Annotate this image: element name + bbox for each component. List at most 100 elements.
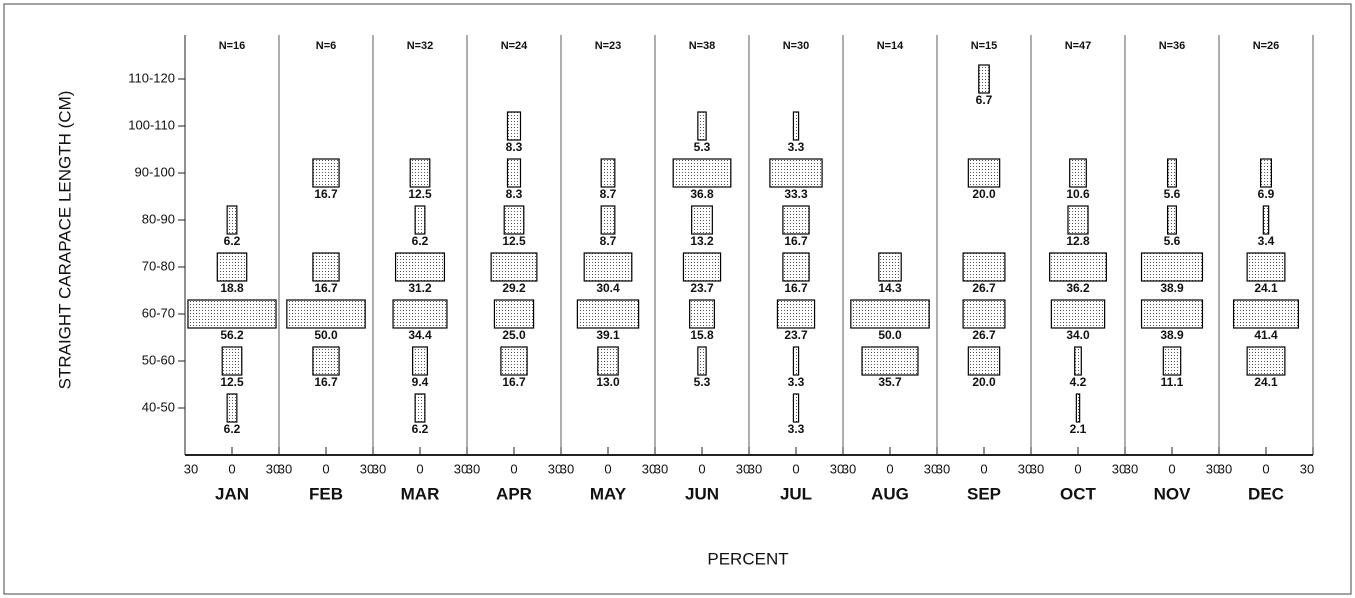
bar: [792, 111, 800, 141]
value-label: 30.4: [596, 281, 620, 295]
value-label: 31.2: [408, 281, 432, 295]
y-tick-label: 100-110: [128, 117, 175, 132]
value-label: 29.2: [502, 281, 526, 295]
x-tick-label: 30: [654, 461, 668, 476]
bar: [1050, 299, 1106, 329]
value-label: 3.3: [788, 375, 805, 389]
x-tick-label: 30: [842, 461, 856, 476]
y-tick-label: 80-90: [142, 211, 175, 226]
value-label: 6.2: [412, 234, 429, 248]
x-tick-label: 0: [1074, 461, 1081, 476]
value-label: 24.1: [1254, 375, 1278, 389]
x-tick-label: 30: [936, 461, 950, 476]
n-label: N=24: [501, 40, 528, 52]
bar: [967, 158, 1001, 188]
value-label: 25.0: [502, 328, 526, 342]
bar: [1162, 346, 1182, 376]
x-tick-label: 0: [698, 461, 705, 476]
value-label: 12.8: [1066, 234, 1090, 248]
x-tick-label: 30: [1206, 461, 1220, 476]
bar: [216, 252, 248, 282]
bar: [967, 346, 1001, 376]
value-label: 8.3: [506, 187, 523, 201]
bar: [878, 252, 902, 282]
month-label: JAN: [215, 484, 249, 503]
month-label: JUL: [780, 484, 812, 503]
value-label: 13.2: [690, 234, 714, 248]
x-tick-label: 0: [228, 461, 235, 476]
x-tick-label: 30: [748, 461, 762, 476]
x-tick-label: 30: [372, 461, 386, 476]
value-label: 8.7: [600, 234, 617, 248]
value-label: 12.5: [502, 234, 526, 248]
y-tick-label: 50-60: [142, 352, 175, 367]
value-label: 50.0: [314, 328, 338, 342]
value-label: 20.0: [972, 375, 996, 389]
value-label: 16.7: [502, 375, 526, 389]
bar: [792, 346, 800, 376]
n-label: N=14: [877, 40, 904, 52]
bar: [1075, 393, 1081, 423]
x-tick-label: 0: [510, 461, 517, 476]
bar: [1067, 205, 1089, 235]
x-tick-label: 30: [642, 461, 656, 476]
value-label: 3.4: [1258, 234, 1275, 248]
x-tick-label: 30: [1300, 461, 1314, 476]
value-label: 3.3: [788, 140, 805, 154]
value-label: 5.3: [694, 140, 711, 154]
value-label: 23.7: [690, 281, 714, 295]
value-label: 6.2: [412, 422, 429, 436]
bar: [769, 158, 823, 188]
month-label: APR: [496, 484, 532, 503]
value-label: 41.4: [1254, 328, 1278, 342]
n-label: N=38: [689, 40, 716, 52]
bar: [312, 346, 340, 376]
x-tick-label: 30: [360, 461, 374, 476]
value-label: 5.3: [694, 375, 711, 389]
x-tick-label: 30: [924, 461, 938, 476]
x-tick-label: 30: [278, 461, 292, 476]
x-tick-label: 30: [1018, 461, 1032, 476]
bar: [500, 346, 528, 376]
bar: [412, 346, 428, 376]
month-label: NOV: [1154, 484, 1192, 503]
value-label: 5.6: [1164, 234, 1181, 248]
value-label: 16.7: [314, 281, 338, 295]
bar: [187, 299, 277, 329]
value-label: 38.9: [1160, 281, 1184, 295]
x-tick-label: 30: [1112, 461, 1126, 476]
y-tick-label: 60-70: [142, 305, 175, 320]
bar: [782, 252, 810, 282]
value-label: 33.3: [784, 187, 808, 201]
x-tick-label: 30: [454, 461, 468, 476]
value-label: 23.7: [784, 328, 808, 342]
x-tick-label: 0: [1168, 461, 1175, 476]
bar: [697, 111, 707, 141]
bar: [409, 158, 431, 188]
value-label: 8.7: [600, 187, 617, 201]
bar: [1232, 299, 1300, 329]
value-label: 16.7: [314, 375, 338, 389]
bar: [493, 299, 535, 329]
month-label: OCT: [1060, 484, 1097, 503]
bar: [1069, 158, 1087, 188]
bar: [689, 299, 715, 329]
value-label: 13.0: [596, 375, 620, 389]
n-label: N=16: [219, 40, 246, 52]
n-label: N=23: [595, 40, 622, 52]
bar: [576, 299, 640, 329]
bar: [394, 252, 446, 282]
x-tick-label: 30: [1218, 461, 1232, 476]
bar: [600, 205, 616, 235]
x-tick-label: 0: [1262, 461, 1269, 476]
month-label: SEP: [967, 484, 1001, 503]
bar: [312, 252, 340, 282]
bar: [697, 346, 707, 376]
bar: [1259, 158, 1273, 188]
bar: [226, 205, 238, 235]
value-label: 10.6: [1066, 187, 1090, 201]
month-label: JUN: [685, 484, 719, 503]
value-label: 6.2: [224, 234, 241, 248]
bar: [776, 299, 816, 329]
bar: [1262, 205, 1270, 235]
